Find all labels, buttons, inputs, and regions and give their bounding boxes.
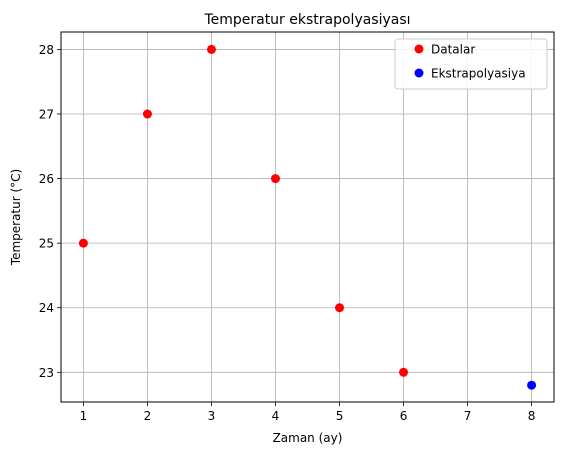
data-point-ekstrapolyasiya	[527, 380, 537, 390]
x-tick-label: 5	[336, 409, 344, 423]
data-points	[78, 44, 537, 390]
legend-marker-datalar	[414, 44, 424, 54]
data-point-datalar	[399, 367, 409, 377]
y-axis-label: Temperatur (°C)	[9, 169, 23, 266]
x-tick-label: 6	[400, 409, 408, 423]
x-tick-label: 3	[208, 409, 216, 423]
y-tick-label: 25	[39, 237, 54, 251]
y-tick-label: 23	[39, 366, 54, 380]
chart-title: Temperatur ekstrapolyasiyası	[203, 12, 410, 28]
x-tick-label: 1	[80, 409, 88, 423]
plot-frame	[60, 31, 555, 403]
y-tick-label: 24	[39, 301, 54, 315]
x-tick-label: 4	[272, 409, 280, 423]
legend-label-ekstrapolyasiya: Ekstrapolyasiya	[431, 67, 526, 81]
data-point-datalar	[335, 303, 345, 313]
data-point-datalar	[270, 174, 280, 184]
y-tick-label: 27	[39, 108, 54, 122]
x-tick-label: 8	[528, 409, 536, 423]
legend-label-datalar: Datalar	[431, 43, 475, 57]
legend-marker-ekstrapolyasiya	[414, 68, 424, 78]
data-point-datalar	[78, 238, 88, 248]
legend-box	[394, 38, 548, 90]
data-point-datalar	[142, 109, 152, 119]
data-point-datalar	[206, 44, 216, 54]
y-tick-label: 26	[39, 172, 54, 186]
x-tick-label: 2	[144, 409, 152, 423]
legend: Datalar Ekstrapolyasiya	[394, 38, 548, 90]
y-tick-label: 28	[39, 43, 54, 57]
x-axis-label: Zaman (ay)	[273, 431, 343, 445]
x-tick-label: 7	[464, 409, 472, 423]
